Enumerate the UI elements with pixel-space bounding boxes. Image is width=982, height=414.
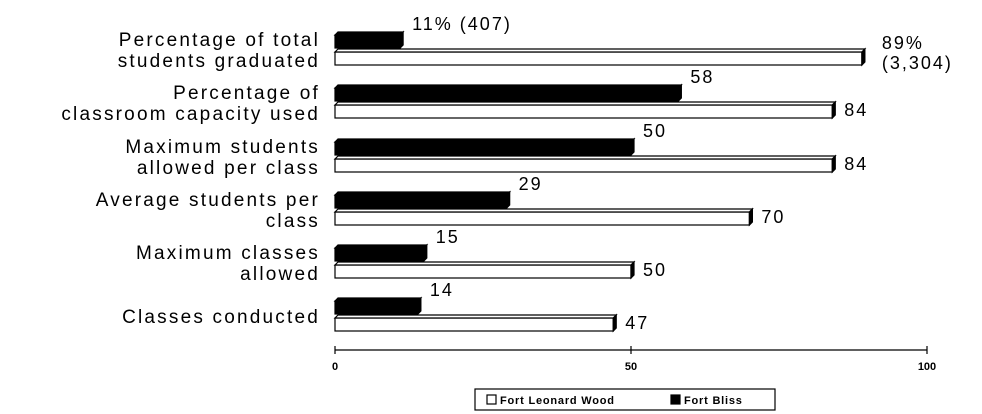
category-label-4: Maximum classes allowed [136,243,320,285]
category-label-2: Maximum students allowed per class [125,137,320,179]
bar-fort-bliss-4 [333,243,429,263]
bar-fort-leonard-wood-4 [333,260,636,280]
category-label-0: Percentage of total students graduated [118,30,320,72]
bar-fort-leonard-wood-5 [333,313,618,333]
data-label-fort-bliss-1: 58 [690,67,714,87]
data-label-fort-leonard-wood-4: 50 [643,260,667,280]
bar-fort-leonard-wood-2 [333,154,837,174]
data-labels-layer: 11% (407) 89% (3,304) 58 84 50 84 29 70 15 50 14 47 [412,14,953,333]
legend-label-0: Fort Leonard Wood [500,395,615,407]
bar-fort-bliss-2 [333,137,636,157]
data-label-fort-bliss-4: 15 [436,227,460,247]
x-tick-label-1: 50 [625,361,637,373]
bar-fort-bliss-0 [333,30,405,50]
legend-label-1: Fort Bliss [684,395,743,407]
data-label-fort-leonard-wood-1: 84 [844,100,868,120]
data-label-fort-leonard-wood-0: 89% (3,304) [882,33,953,73]
category-label-5: Classes conducted [122,307,320,328]
category-label-3: Average students per class [96,190,320,232]
data-label-fort-bliss-5: 14 [430,280,454,300]
data-label-fort-bliss-3: 29 [519,174,543,194]
data-label-fort-bliss-2: 50 [643,121,667,141]
legend-swatch-0 [486,394,497,405]
x-axis: 0 50 100 [332,346,936,373]
category-label-1: Percentage of classroom capacity used [61,83,320,125]
data-label-fort-bliss-0: 11% (407) [412,14,512,34]
bars-layer [333,30,867,333]
legend: Fort Leonard Wood Fort Bliss [474,388,776,411]
legend-box [474,388,776,411]
bar-fort-leonard-wood-1 [333,100,837,120]
x-tick-label-0: 0 [332,361,338,373]
bar-fort-bliss-3 [333,190,512,210]
data-label-fort-leonard-wood-3: 70 [761,207,785,227]
category-labels-layer: Percentage of total students graduated Per… [61,30,320,328]
legend-swatch-1 [670,394,681,405]
bar-fort-leonard-wood-3 [333,207,754,227]
bar-fort-bliss-1 [333,83,683,103]
bar-fort-bliss-5 [333,296,423,316]
bar-fort-leonard-wood-0 [333,47,867,67]
x-tick-label-2: 100 [918,361,936,373]
data-label-fort-leonard-wood-5: 47 [625,313,649,333]
data-label-fort-leonard-wood-2: 84 [844,154,868,174]
